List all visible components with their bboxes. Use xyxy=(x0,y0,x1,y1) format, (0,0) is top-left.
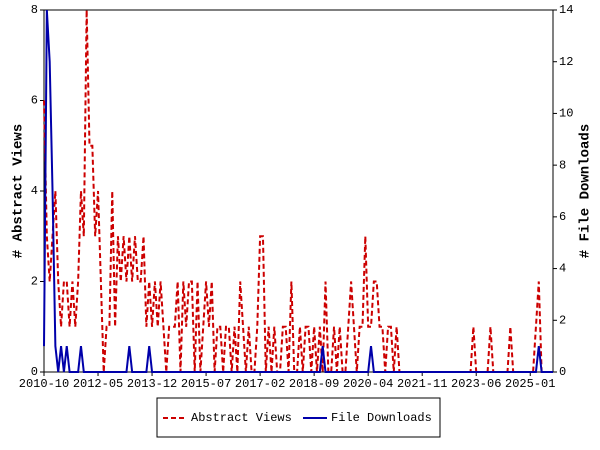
series-line xyxy=(43,9,553,373)
x-tick-label: 2012-05 xyxy=(73,377,123,391)
y2-tick-label: 14 xyxy=(559,3,573,17)
plot-frame xyxy=(43,9,554,373)
y2-tick-label: 2 xyxy=(559,313,566,327)
y-tick-label: 2 xyxy=(31,275,38,289)
y-tick-label: 4 xyxy=(31,184,38,198)
y2-tick-label: 0 xyxy=(559,365,566,379)
x-tick-label: 2017-02 xyxy=(235,377,285,391)
y2-tick-label: 6 xyxy=(559,210,566,224)
y2-tick-label: 8 xyxy=(559,158,566,172)
y2-tick-label: 10 xyxy=(559,107,573,121)
x-tick-label: 2018-09 xyxy=(289,377,339,391)
y2-axis-title: # File Downloads xyxy=(578,124,594,258)
legend-label: Abstract Views xyxy=(191,411,292,425)
y2-tick-label: 4 xyxy=(559,262,566,276)
x-tick-label: 2015-07 xyxy=(181,377,231,391)
y-tick-label: 6 xyxy=(31,94,38,108)
y-tick-label: 8 xyxy=(31,3,38,17)
y2-tick-label: 12 xyxy=(559,55,573,69)
x-tick-label: 2025-01 xyxy=(505,377,555,391)
y-axis-title: # Abstract Views xyxy=(11,124,27,258)
y-tick-label: 0 xyxy=(31,365,38,379)
x-tick-label: 2020-04 xyxy=(343,377,393,391)
x-tick-label: 2021-11 xyxy=(397,377,447,391)
x-tick-label: 2023-06 xyxy=(451,377,501,391)
legend-box xyxy=(156,397,441,438)
x-tick-label: 2010-10 xyxy=(19,377,69,391)
legend-label: File Downloads xyxy=(331,411,432,425)
series-line xyxy=(43,9,553,373)
x-tick-label: 2013-12 xyxy=(127,377,177,391)
